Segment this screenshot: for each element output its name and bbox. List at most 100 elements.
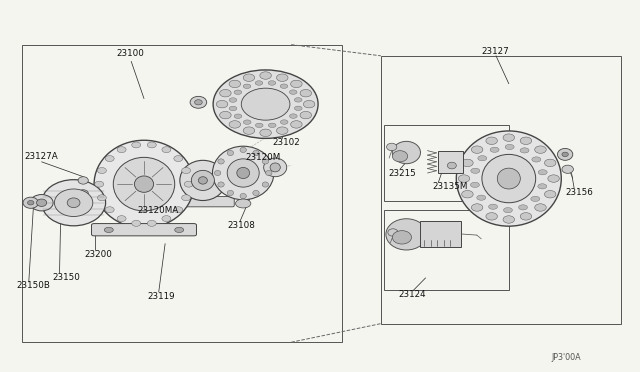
Ellipse shape [229,106,237,111]
Ellipse shape [262,159,269,164]
Ellipse shape [227,190,234,196]
Ellipse shape [458,175,470,182]
Ellipse shape [503,134,515,141]
Ellipse shape [117,147,126,153]
Ellipse shape [227,150,234,155]
Ellipse shape [482,154,536,203]
Ellipse shape [229,121,241,128]
Ellipse shape [548,175,559,182]
Ellipse shape [303,100,315,108]
Ellipse shape [505,144,514,150]
Ellipse shape [264,158,287,177]
Ellipse shape [289,90,297,94]
Ellipse shape [477,195,486,200]
Ellipse shape [392,231,412,244]
Bar [384,125,509,201]
Ellipse shape [471,168,480,173]
Ellipse shape [260,72,271,79]
Ellipse shape [97,195,106,201]
Ellipse shape [456,131,561,226]
Ellipse shape [518,205,527,210]
Ellipse shape [504,208,513,213]
Ellipse shape [95,181,104,187]
Ellipse shape [104,227,113,232]
Ellipse shape [229,80,241,88]
Ellipse shape [220,111,231,119]
Ellipse shape [243,120,251,124]
Ellipse shape [562,165,573,173]
Ellipse shape [531,196,540,202]
Ellipse shape [386,219,427,250]
Ellipse shape [243,74,255,81]
Ellipse shape [388,229,398,236]
Text: 23100: 23100 [116,49,145,58]
Ellipse shape [291,80,302,88]
Ellipse shape [534,204,546,211]
Ellipse shape [190,96,207,108]
Text: 23127: 23127 [481,47,509,56]
Text: 23215: 23215 [388,169,416,178]
Ellipse shape [220,90,231,97]
Ellipse shape [545,159,556,167]
Text: 23124: 23124 [398,291,426,299]
Ellipse shape [195,100,202,105]
Ellipse shape [162,216,171,222]
Ellipse shape [78,177,88,184]
Ellipse shape [488,204,497,209]
Ellipse shape [54,189,93,217]
Text: 23119: 23119 [147,292,175,301]
Ellipse shape [147,220,156,226]
Ellipse shape [184,181,193,187]
Ellipse shape [212,146,274,200]
Ellipse shape [117,216,126,222]
Text: 23120M: 23120M [245,153,280,162]
Ellipse shape [243,127,255,134]
Ellipse shape [255,123,263,128]
Ellipse shape [198,177,207,184]
Ellipse shape [392,151,408,162]
Ellipse shape [132,220,141,226]
Ellipse shape [497,168,520,189]
Ellipse shape [447,162,456,169]
Ellipse shape [216,100,228,108]
Ellipse shape [300,111,312,119]
Ellipse shape [557,148,573,160]
Text: 23156: 23156 [565,188,593,197]
Ellipse shape [268,81,276,85]
Ellipse shape [240,193,246,199]
Ellipse shape [134,176,154,192]
Ellipse shape [234,90,242,94]
Ellipse shape [294,97,302,102]
Text: 23150: 23150 [52,273,81,282]
Ellipse shape [562,152,568,157]
Ellipse shape [490,147,499,153]
Ellipse shape [94,140,194,228]
Ellipse shape [213,70,318,138]
Ellipse shape [538,170,547,175]
Ellipse shape [472,204,483,211]
Ellipse shape [289,114,297,118]
Bar [381,56,621,324]
Ellipse shape [276,74,288,81]
Ellipse shape [266,170,272,176]
Ellipse shape [23,197,38,208]
Ellipse shape [214,170,221,176]
Ellipse shape [276,127,288,134]
Bar [438,151,463,173]
Ellipse shape [255,81,263,85]
Ellipse shape [253,190,259,196]
Ellipse shape [243,84,251,89]
FancyBboxPatch shape [92,224,196,236]
Ellipse shape [520,148,529,153]
Ellipse shape [67,198,80,208]
Ellipse shape [218,182,224,187]
Bar [420,221,461,247]
Ellipse shape [461,190,473,198]
Ellipse shape [237,167,250,179]
Ellipse shape [291,121,302,128]
Ellipse shape [240,147,246,153]
Ellipse shape [132,142,141,148]
Text: 23200: 23200 [84,250,113,259]
Ellipse shape [532,157,541,162]
Ellipse shape [545,190,556,198]
